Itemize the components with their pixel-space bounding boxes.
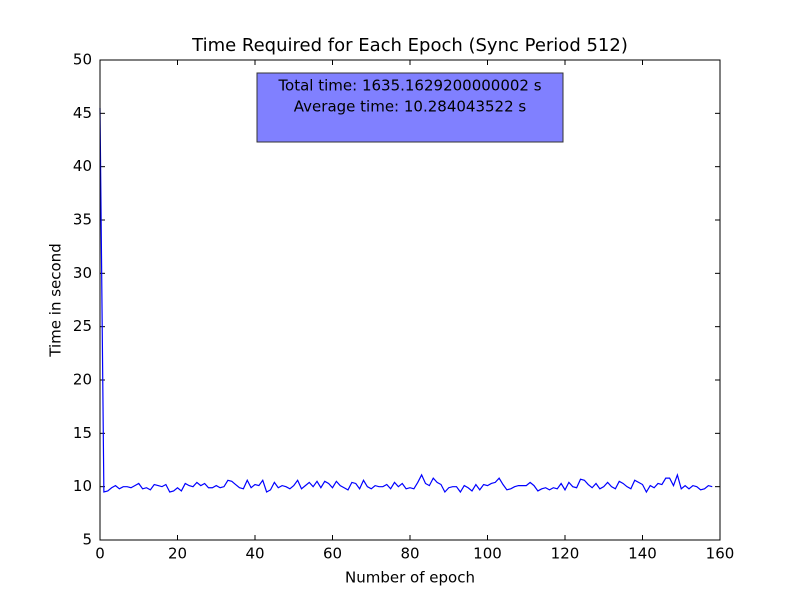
annotation-text: Average time: 10.284043522 s: [294, 98, 527, 116]
annotation-text: Total time: 1635.1629200000002 s: [277, 77, 541, 95]
x-tick-label: 80: [400, 545, 419, 563]
x-axis-label: Number of epoch: [345, 569, 475, 587]
y-tick-label: 25: [73, 317, 92, 335]
x-tick-label: 20: [168, 545, 187, 563]
x-tick-label: 0: [95, 545, 105, 563]
x-tick-label: 120: [551, 545, 580, 563]
y-tick-label: 50: [73, 51, 92, 69]
y-axis-label: Time in second: [47, 243, 65, 357]
y-tick-label: 45: [73, 104, 92, 122]
y-tick-label: 15: [73, 424, 92, 442]
y-tick-label: 10: [73, 477, 92, 495]
y-tick-label: 35: [73, 211, 92, 229]
x-tick-label: 160: [706, 545, 735, 563]
x-tick-label: 40: [245, 545, 264, 563]
y-tick-label: 20: [73, 371, 92, 389]
x-tick-label: 60: [323, 545, 342, 563]
x-tick-label: 100: [473, 545, 502, 563]
y-tick-label: 5: [82, 531, 92, 549]
y-tick-label: 30: [73, 264, 92, 282]
plot-frame: [99, 59, 721, 541]
data-line: [99, 107, 713, 494]
chart-title: Time Required for Each Epoch (Sync Perio…: [191, 35, 628, 56]
y-tick-label: 40: [73, 157, 92, 175]
annotation-box: [256, 72, 564, 143]
x-tick-label: 140: [628, 545, 657, 563]
